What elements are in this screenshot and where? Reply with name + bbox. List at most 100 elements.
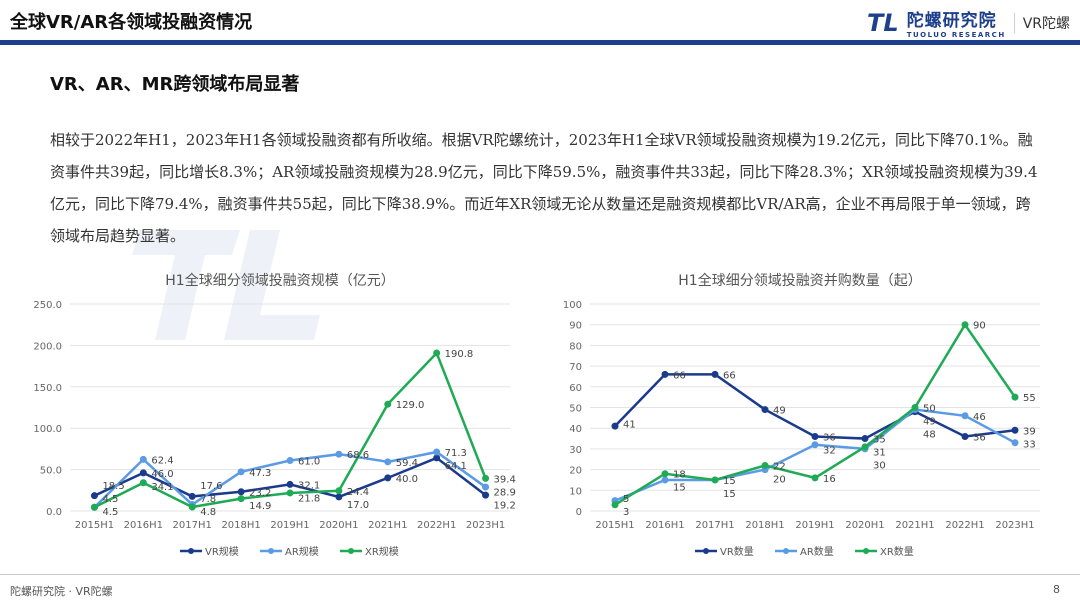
data-label: 49	[923, 417, 936, 428]
data-label: 62.4	[151, 455, 173, 466]
data-point	[237, 468, 245, 476]
brand-logo: TL 陀螺研究院 TUOLUO RESEARCH VR陀螺	[867, 6, 1070, 40]
legend-label: AR数量	[800, 545, 834, 558]
y-tick-label: 0	[576, 507, 582, 518]
data-point	[661, 476, 669, 484]
data-label: 7.8	[200, 494, 216, 505]
chart-count: 0 10 20 30 40 50 60 70 80 90 100 2015H1 2016H1 2017H1…	[563, 300, 1040, 558]
data-label: 61.0	[298, 456, 320, 467]
y-tick-label: 50	[569, 404, 582, 415]
y-tick-label: 40	[569, 424, 582, 435]
data-point	[433, 349, 441, 357]
y-tick-label: 100	[563, 300, 582, 311]
legend-marker	[348, 548, 354, 554]
data-point	[911, 404, 919, 411]
data-point	[482, 474, 490, 482]
data-label: 41	[623, 419, 636, 430]
data-point	[384, 474, 392, 482]
y-tick-label: 10	[569, 486, 582, 497]
x-tick-label: 2015H1	[75, 520, 114, 531]
data-label: 48	[923, 430, 936, 441]
watermark-logo-icon	[132, 230, 320, 340]
legend-label: XR规模	[365, 545, 399, 558]
logo-cn: 陀螺研究院	[906, 11, 997, 31]
data-point	[711, 370, 719, 378]
data-label: 21.8	[298, 493, 320, 504]
data-label: 71.3	[445, 448, 467, 459]
data-point	[961, 432, 969, 440]
data-label: 5	[623, 494, 629, 505]
data-label: 129.0	[396, 400, 425, 411]
data-point	[237, 495, 245, 503]
data-point	[611, 501, 619, 509]
data-label: 20	[773, 474, 786, 485]
x-tick-label: 2019H1	[270, 520, 309, 531]
data-label: 32	[823, 445, 836, 456]
data-point	[761, 461, 769, 469]
tl-logo-icon: TL	[867, 8, 899, 37]
y-tick-label: 20	[569, 466, 582, 477]
data-label: 18	[673, 470, 686, 481]
data-point	[811, 432, 819, 440]
data-point	[611, 422, 619, 430]
header-divider	[0, 40, 1080, 45]
series-line-VR数量	[614, 373, 1016, 440]
x-tick-label: 2022H1	[945, 520, 984, 531]
y-tick-label: 60	[569, 383, 582, 394]
data-label: 90	[973, 321, 986, 332]
data-label: 59.4	[396, 458, 418, 469]
data-label: 66	[673, 370, 686, 381]
data-point	[335, 493, 343, 501]
x-tick-label: 2019H1	[795, 520, 834, 531]
data-point	[661, 370, 669, 378]
data-label: 36	[823, 432, 836, 443]
data-point	[237, 488, 245, 496]
x-tick-label: 2020H1	[319, 520, 358, 531]
data-label: 40.0	[396, 474, 418, 485]
data-point	[482, 491, 490, 499]
data-point	[761, 406, 769, 414]
data-label: 15	[723, 476, 736, 487]
data-label: 23.2	[249, 488, 271, 499]
data-label: 32.1	[298, 480, 320, 491]
data-point	[482, 483, 490, 491]
data-label: 15	[673, 483, 686, 494]
legend-marker	[268, 548, 274, 554]
data-label: 50	[923, 404, 936, 415]
data-point	[1011, 393, 1019, 401]
data-label: 39	[1023, 426, 1036, 437]
data-label: 68.6	[347, 450, 369, 461]
y-tick-label: 30	[569, 445, 582, 456]
y-tick-label: 250.0	[33, 300, 62, 311]
data-label: 55	[1023, 393, 1036, 404]
section-title: VR、AR、MR跨领域布局显著	[50, 74, 300, 95]
x-tick-label: 2022H1	[417, 520, 456, 531]
data-label: 46.0	[151, 469, 173, 480]
data-point	[90, 492, 98, 500]
x-tick-label: 2021H1	[368, 520, 407, 531]
x-tick-label: 2015H1	[595, 520, 634, 531]
data-point	[433, 454, 441, 462]
chart-title-amount: H1全球细分领域投融资规模（亿元）	[165, 273, 395, 289]
data-label: 33	[1023, 439, 1036, 450]
data-point	[661, 470, 669, 478]
legend-marker	[863, 548, 869, 554]
data-point	[861, 435, 869, 443]
data-label: 49	[773, 406, 786, 417]
data-label: 17.6	[200, 481, 222, 492]
y-tick-label: 80	[569, 341, 582, 352]
data-label: 22	[773, 461, 786, 472]
data-label: 16	[823, 474, 836, 485]
data-point	[811, 441, 819, 449]
legend-marker	[188, 548, 194, 554]
legend-label: XR数量	[880, 545, 914, 558]
vr-logo: VR陀螺	[1013, 12, 1070, 33]
data-label: 15	[723, 489, 736, 500]
data-label: 46	[973, 412, 986, 423]
y-tick-label: 90	[569, 321, 582, 332]
page-header-title: 全球VR/AR各领域投融资情况	[10, 12, 253, 33]
data-label: 64.1	[445, 461, 467, 472]
y-tick-label: 200.0	[33, 341, 62, 352]
page-number: 8	[1053, 583, 1060, 596]
data-point	[384, 458, 392, 466]
